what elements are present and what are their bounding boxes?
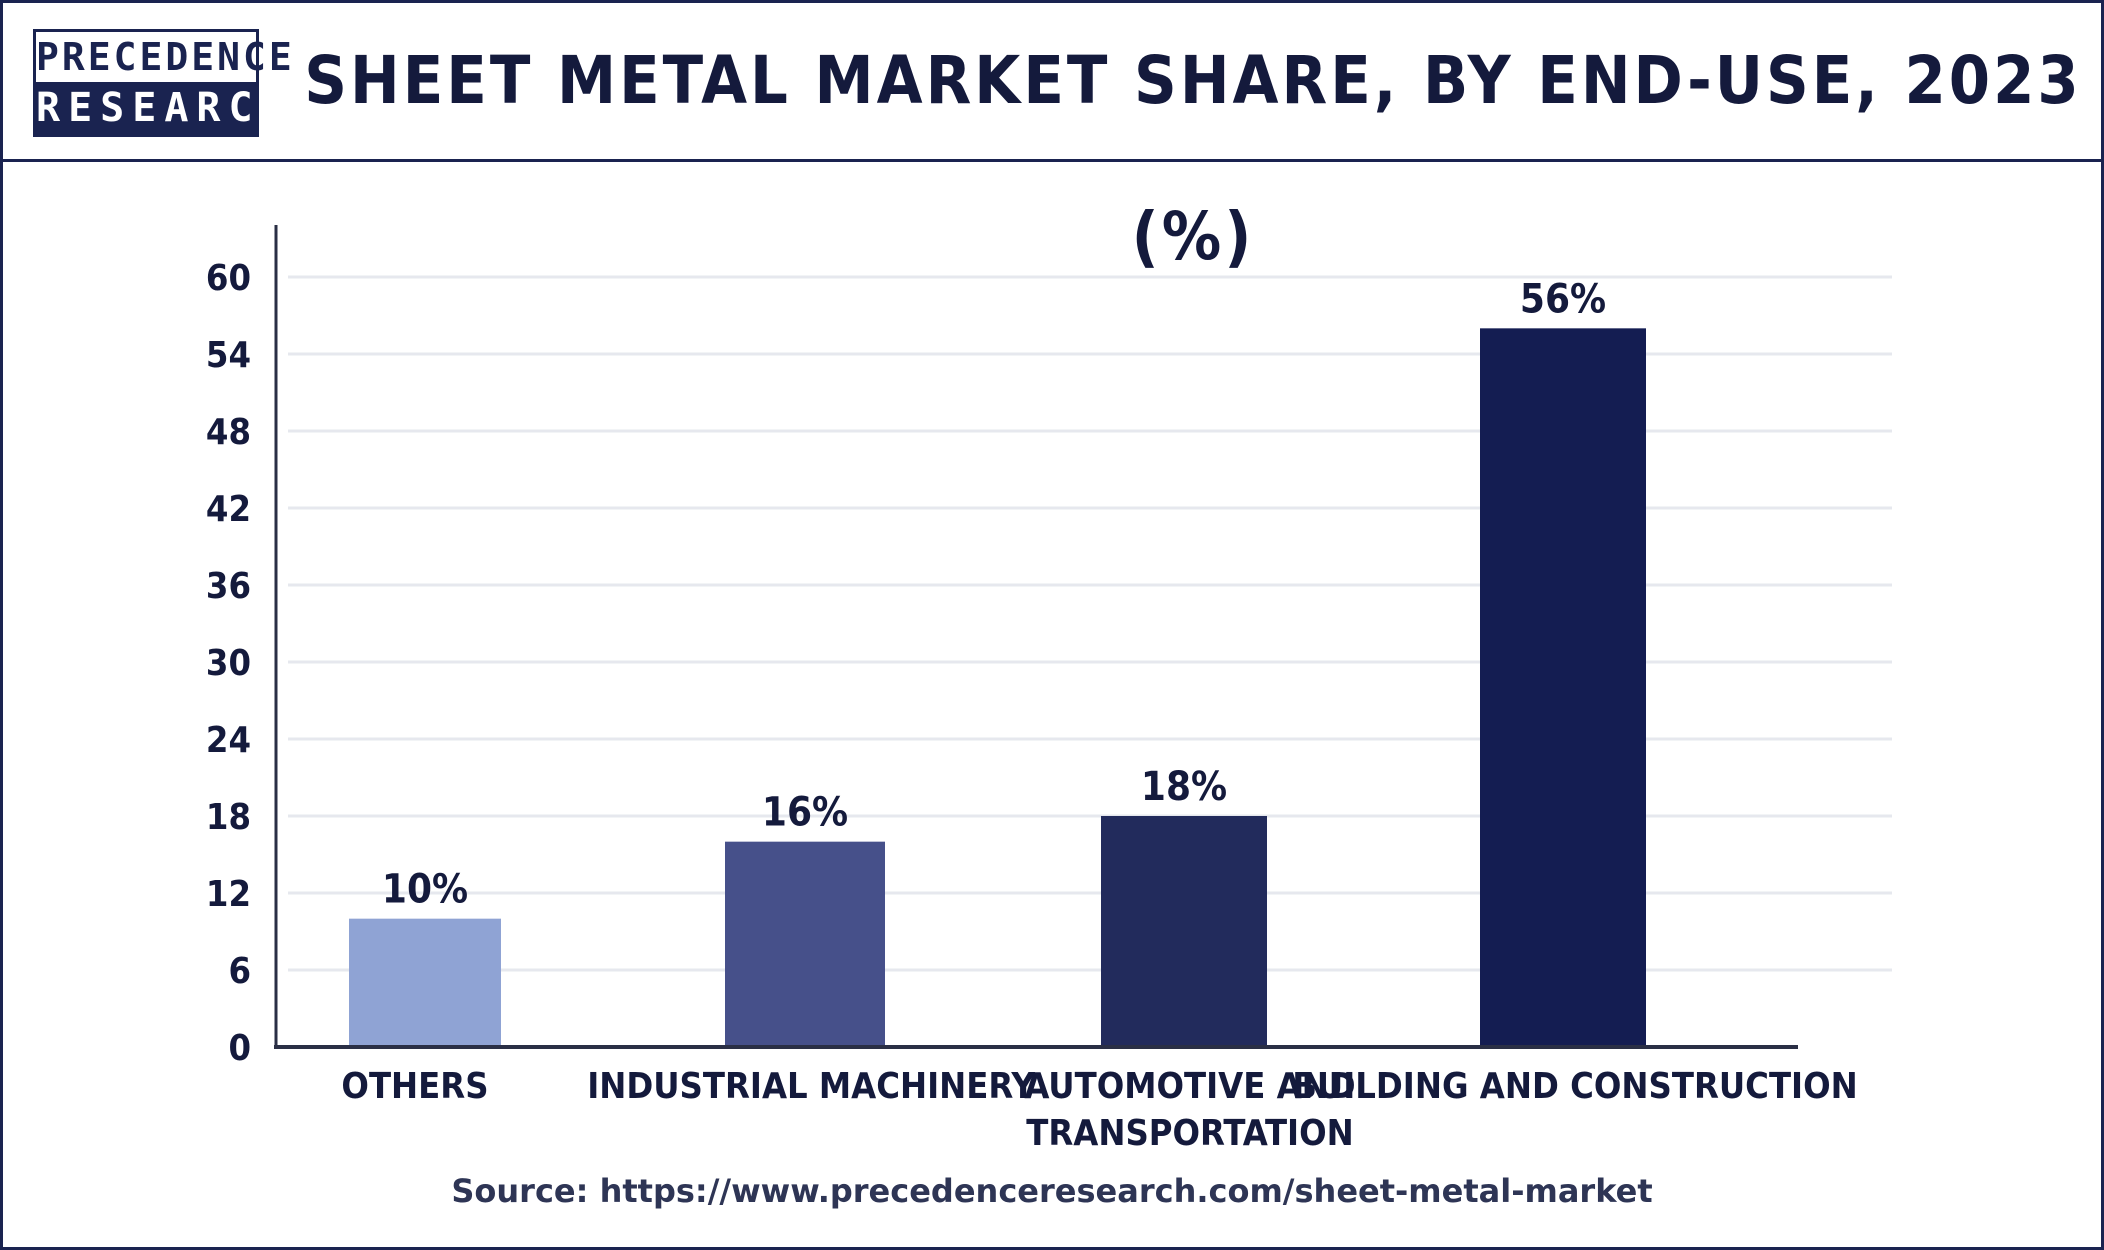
x-category-label: AUTOMOTIVE AND [1024,1066,1355,1107]
bar-value-label: 16% [762,790,848,836]
y-tick-label: 24 [206,720,251,761]
bar-value-label: 18% [1141,764,1227,810]
y-tick-label: 36 [206,566,251,607]
bar [1480,328,1646,1045]
y-tick-label: 54 [206,335,251,376]
bar-value-label: 56% [1520,276,1606,322]
bar-value-label: 10% [382,867,468,913]
y-tick-label: 12 [206,874,251,915]
y-tick-label: 0 [228,1028,251,1069]
bar [1101,816,1267,1045]
source-note: Source: https://www.precedenceresearch.c… [451,1172,1653,1210]
header: PRECEDENCE RESEARCH SHEET METAL MARKET S… [3,3,2101,275]
x-category-label: INDUSTRIAL MACHINERY [587,1066,1035,1107]
logo-bottom-text: RESEARCH [36,82,285,134]
y-tick-label: 6 [228,951,251,992]
x-category-label: TRANSPORTATION [1026,1113,1353,1154]
x-category-label: BUILDING AND CONSTRUCTION [1292,1066,1857,1107]
bar [349,918,501,1045]
y-tick-label: 42 [206,489,251,530]
x-category-label: OTHERS [341,1066,488,1107]
y-tick-label: 18 [206,797,251,838]
bar [725,841,885,1045]
logo-top-text: PRECEDENCE [36,32,292,82]
brand-logo: PRECEDENCE RESEARCH [33,29,292,137]
chart-title: SHEET METAL MARKET SHARE, BY END-USE, 20… [304,42,2082,275]
y-tick-label: 48 [206,412,251,453]
y-tick-label: 30 [206,643,251,684]
y-tick-label: 60 [206,258,251,299]
